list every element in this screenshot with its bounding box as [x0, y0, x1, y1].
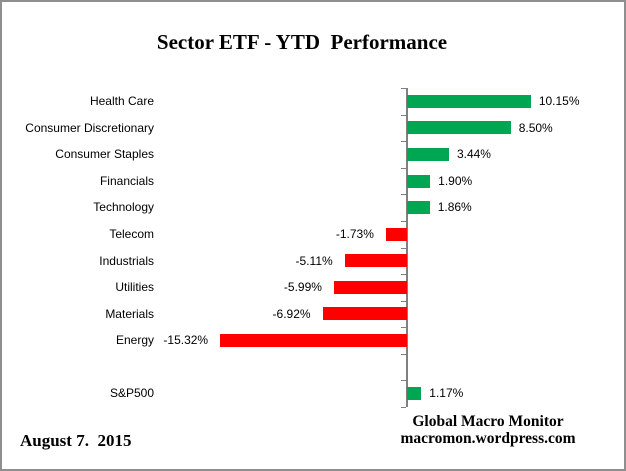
bar-positive: [407, 121, 511, 135]
category-label: S&P500: [109, 386, 154, 401]
category-label: Utilities: [115, 280, 154, 295]
date-label: August 7. 2015: [20, 431, 132, 450]
brand-name: Global Macro Monitor: [412, 413, 564, 430]
bar-negative: [333, 280, 407, 294]
value-label: -6.92%: [272, 306, 311, 321]
bar-positive: [407, 387, 422, 401]
axis-tick: [401, 114, 406, 116]
axis-tick: [401, 327, 406, 329]
category-label: Telecom: [109, 226, 154, 241]
axis-tick: [401, 353, 406, 355]
axis-tick: [401, 194, 406, 196]
value-label: -5.11%: [295, 253, 333, 268]
bar-positive: [407, 147, 449, 161]
category-label: Consumer Discretionary: [25, 120, 154, 135]
value-label: 8.50%: [518, 120, 553, 135]
chart-title: Sector ETF - YTD Performance: [156, 30, 448, 54]
axis-tick: [401, 247, 406, 249]
bar-negative: [385, 227, 407, 241]
category-label: Industrials: [99, 253, 154, 268]
bar-positive: [407, 174, 431, 188]
bar-positive: [407, 94, 531, 108]
axis-tick: [401, 380, 406, 382]
axis-tick: [401, 407, 406, 408]
bar-positive: [407, 201, 430, 215]
category-label: Technology: [93, 200, 154, 215]
category-label: Financials: [99, 173, 154, 188]
axis-tick: [401, 220, 406, 222]
axis-tick: [401, 88, 406, 89]
value-label: -5.99%: [283, 280, 322, 295]
category-label: Materials: [105, 306, 154, 321]
value-label: 1.17%: [429, 386, 464, 401]
category-label: Consumer Staples: [55, 147, 154, 162]
value-label: 1.86%: [437, 200, 472, 215]
value-label: -15.32%: [163, 333, 209, 348]
bar-negative: [322, 307, 407, 321]
axis-tick: [401, 274, 406, 276]
axis-tick: [401, 141, 406, 143]
value-label: 10.15%: [538, 94, 580, 108]
brand-block: Global Macro Monitor macromon.wordpress.…: [338, 413, 624, 447]
axis-tick: [401, 167, 406, 169]
category-label: Energy: [115, 333, 154, 348]
value-label: 1.90%: [438, 173, 473, 188]
category-axis-line: [406, 88, 408, 407]
bar-negative: [220, 334, 407, 348]
category-label: Health Care: [89, 94, 154, 108]
bar-negative: [344, 254, 407, 268]
axis-tick: [401, 300, 406, 302]
brand-url: macromon.wordpress.com: [400, 430, 576, 447]
value-label: 3.44%: [456, 147, 491, 162]
value-label: -1.73%: [335, 226, 374, 241]
